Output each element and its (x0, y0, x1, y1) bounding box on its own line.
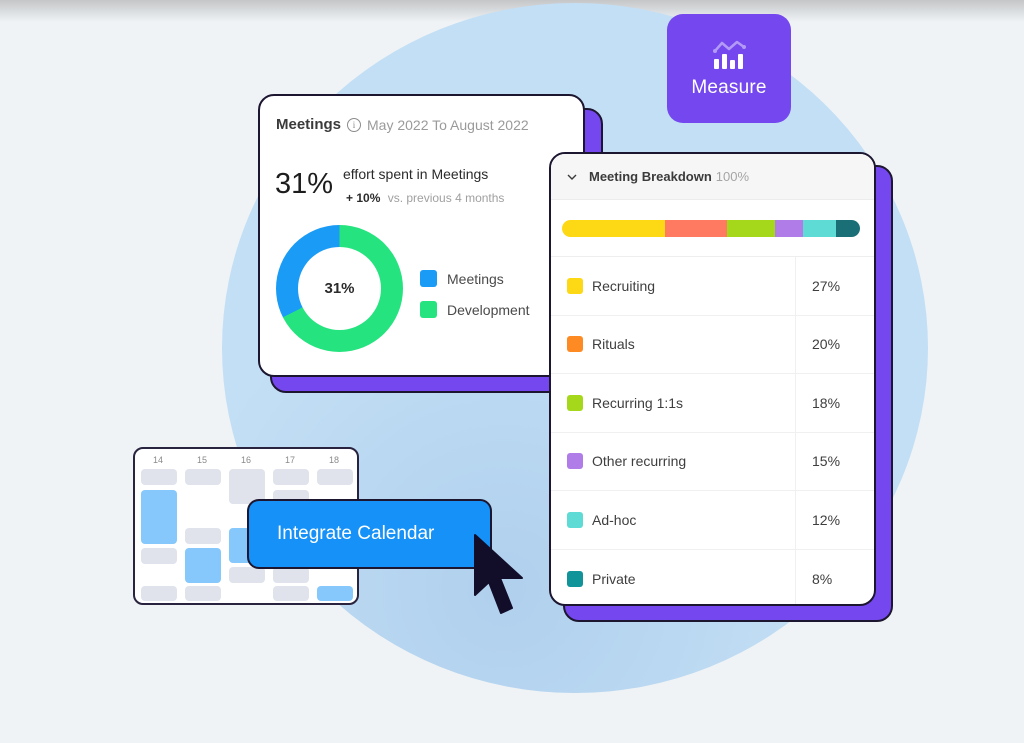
breakdown-value: 15% (812, 453, 841, 470)
delta-row: + 10% vs. previous 4 months (346, 191, 504, 205)
breakdown-value: 27% (812, 277, 841, 294)
legend-swatch (420, 301, 437, 318)
breakdown-label: Ad-hoc (592, 511, 637, 528)
color-swatch (567, 394, 583, 411)
legend-label: Meetings (447, 270, 504, 287)
calendar-event (141, 490, 177, 544)
bar-segment-recurring-1-1s (727, 219, 776, 237)
meetings-card-header: Meetings i May 2022 To August 2022 (276, 116, 529, 133)
meeting-breakdown-card: Meeting Breakdown 100% Recruiting 27% Ri… (549, 152, 876, 606)
headline-text: effort spent in Meetings (343, 166, 489, 182)
donut-chart: 31% (276, 225, 403, 352)
stacked-bar-row (551, 200, 874, 257)
breakdown-row: Other recurring 15% (551, 432, 874, 491)
measure-label: Measure (691, 76, 767, 98)
delta-comparison: vs. previous 4 months (387, 191, 505, 205)
color-swatch (567, 277, 583, 294)
donut-legend: Meetings Development (420, 263, 530, 325)
donut-center-label: 31% (298, 247, 381, 330)
legend-label: Development (447, 301, 530, 318)
bar-segment-recruiting (562, 219, 665, 237)
color-swatch (567, 453, 583, 470)
calendar-event (185, 548, 221, 583)
breakdown-label-cell: Rituals (551, 315, 796, 373)
breakdown-value: 8% (812, 570, 833, 587)
breakdown-value: 20% (812, 336, 841, 353)
color-swatch (567, 570, 583, 587)
calendar-day: 17 (284, 455, 295, 465)
bar-segment-ad-hoc (803, 219, 837, 237)
calendar-event (273, 586, 309, 601)
breakdown-label: Recurring 1:1s (592, 394, 684, 411)
color-swatch (567, 511, 583, 528)
integrate-calendar-label: Integrate Calendar (277, 523, 435, 544)
breakdown-label: Other recurring (592, 453, 687, 470)
mouse-cursor-icon (474, 534, 523, 614)
legend-swatch (420, 270, 437, 287)
bar-segment-rituals (664, 219, 728, 237)
breakdown-row: Private 8% (551, 549, 874, 604)
calendar-event (185, 528, 221, 544)
breakdown-row: Recurring 1:1s 18% (551, 374, 874, 433)
breakdown-label-cell: Recruiting (551, 257, 796, 315)
chevron-down-icon[interactable] (567, 172, 577, 182)
breakdown-value: 18% (812, 394, 841, 411)
calendar-day: 16 (240, 455, 251, 465)
legend-item-development: Development (420, 294, 530, 325)
calendar-event (141, 469, 177, 485)
breakdown-label-cell: Recurring 1:1s (551, 374, 796, 432)
breakdown-value: 12% (812, 511, 841, 528)
integrate-calendar-button[interactable]: Integrate Calendar (247, 499, 492, 569)
calendar-event (141, 548, 177, 564)
breakdown-total: 100% (715, 169, 750, 184)
calendar-event (273, 469, 309, 485)
breakdown-label-cell: Private (551, 549, 796, 604)
breakdown-label: Recruiting (592, 277, 656, 294)
breakdown-title: Meeting Breakdown (589, 169, 712, 184)
calendar-event (185, 469, 221, 485)
meetings-title: Meetings (276, 116, 342, 133)
delta-value: + 10% (346, 191, 381, 205)
calendar-event (317, 586, 353, 601)
bar-segment-other-recurring (775, 219, 804, 237)
date-range: May 2022 To August 2022 (367, 116, 529, 133)
meetings-card: Meetings i May 2022 To August 2022 31% e… (258, 94, 585, 377)
breakdown-row: Rituals 20% (551, 315, 874, 374)
bar-segment-private (836, 219, 860, 237)
calendar-event (141, 586, 177, 601)
calendar-day: 18 (328, 455, 339, 465)
breakdown-header[interactable]: Meeting Breakdown 100% (551, 154, 874, 200)
calendar-event (229, 567, 265, 583)
bar-line-chart-icon (713, 40, 746, 69)
calendar-event (185, 586, 221, 601)
breakdown-label: Rituals (592, 336, 635, 353)
calendar-day: 15 (196, 455, 207, 465)
breakdown-row: Ad-hoc 12% (551, 491, 874, 550)
calendar-day: 14 (152, 455, 163, 465)
breakdown-label-cell: Ad-hoc (551, 491, 796, 549)
color-swatch (567, 336, 583, 353)
breakdown-label: Private (592, 570, 636, 587)
headline-value: 31% (275, 168, 334, 200)
stacked-bar (562, 219, 860, 237)
calendar-event (229, 469, 265, 504)
info-icon[interactable]: i (347, 117, 362, 132)
breakdown-label-cell: Other recurring (551, 432, 796, 490)
calendar-event (317, 469, 353, 485)
calendar-event (273, 567, 309, 583)
measure-badge[interactable]: Measure (667, 14, 791, 123)
legend-item-meetings: Meetings (420, 263, 530, 294)
breakdown-row: Recruiting 27% (551, 257, 874, 316)
